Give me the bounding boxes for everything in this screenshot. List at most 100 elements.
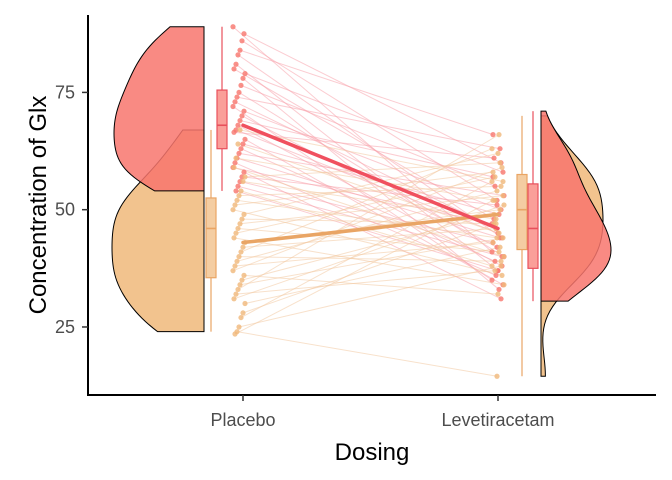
paired-line xyxy=(243,33,502,164)
data-point xyxy=(495,291,501,297)
data-point xyxy=(240,310,246,316)
paired-line xyxy=(234,242,494,267)
data-point xyxy=(489,178,495,185)
paired-line xyxy=(241,213,495,281)
data-point xyxy=(239,277,245,283)
data-point xyxy=(237,282,243,288)
data-point xyxy=(236,254,242,260)
data-point xyxy=(233,188,239,194)
paired-line xyxy=(236,331,498,377)
y-tick-label: 50 xyxy=(55,200,75,220)
data-point xyxy=(241,211,247,217)
paired-line xyxy=(243,110,502,211)
paired-line xyxy=(233,204,505,300)
box-placebo-group-b xyxy=(205,129,217,332)
data-point xyxy=(497,244,503,250)
data-point xyxy=(232,331,238,337)
raw-points xyxy=(230,24,507,379)
box-body xyxy=(205,197,217,279)
paired-line xyxy=(237,124,503,267)
data-point xyxy=(242,174,248,180)
data-point xyxy=(489,263,495,269)
data-point xyxy=(242,136,248,142)
data-point xyxy=(496,132,502,138)
paired-line xyxy=(236,96,501,150)
paired-line xyxy=(239,129,504,183)
data-point xyxy=(498,296,504,302)
data-point xyxy=(235,122,241,128)
data-point xyxy=(233,291,239,297)
box-body xyxy=(216,89,228,150)
data-point xyxy=(492,268,498,274)
data-point xyxy=(231,235,237,241)
paired-line xyxy=(238,265,502,328)
data-point xyxy=(235,286,241,293)
data-point xyxy=(239,113,245,119)
paired-line xyxy=(235,63,499,272)
paired-line xyxy=(238,256,502,262)
data-point xyxy=(239,216,245,222)
data-point xyxy=(236,150,242,156)
data-point xyxy=(231,66,237,72)
paired-line xyxy=(237,227,500,253)
data-point xyxy=(490,239,496,246)
paired-line xyxy=(233,131,495,159)
paired-line xyxy=(242,227,497,248)
paired-line xyxy=(233,68,495,220)
data-point xyxy=(236,89,242,96)
data-point xyxy=(493,272,499,278)
density-clouds xyxy=(111,26,612,377)
data-point xyxy=(234,197,240,203)
paired-line xyxy=(232,167,503,272)
data-point xyxy=(489,146,495,152)
data-point xyxy=(492,258,498,264)
data-point xyxy=(237,117,243,124)
paired-line xyxy=(242,143,500,215)
paired-line xyxy=(242,223,497,314)
data-point xyxy=(490,169,496,175)
paired-line xyxy=(239,181,494,244)
box-placebo-group-a xyxy=(216,26,228,191)
data-point xyxy=(239,38,245,44)
paired-line xyxy=(235,157,496,201)
data-point xyxy=(498,183,504,189)
box-levetiracetam-group-b xyxy=(516,115,528,377)
data-point xyxy=(237,221,243,227)
data-point xyxy=(230,103,236,110)
data-point xyxy=(501,254,507,260)
data-point xyxy=(497,207,503,213)
paired-lines xyxy=(232,26,505,377)
data-point xyxy=(498,258,504,264)
data-point xyxy=(236,193,242,199)
data-point xyxy=(500,235,506,241)
data-point xyxy=(495,150,501,156)
data-point xyxy=(494,235,500,241)
data-point xyxy=(498,263,504,269)
paired-line xyxy=(238,152,505,197)
paired-line xyxy=(244,162,501,178)
x-tick-label: Placebo xyxy=(210,410,275,430)
paired-line xyxy=(240,181,493,319)
data-point xyxy=(231,296,237,302)
cloud-levetiracetam-group-a xyxy=(540,110,612,302)
paired-line xyxy=(244,73,504,173)
box-body xyxy=(527,183,539,269)
paired-line xyxy=(239,49,494,136)
data-point xyxy=(499,164,505,171)
data-point xyxy=(237,47,243,53)
data-point xyxy=(489,277,495,283)
data-point xyxy=(500,193,506,199)
box-body xyxy=(516,173,528,251)
data-point xyxy=(235,141,241,147)
paired-line xyxy=(234,171,494,206)
data-point xyxy=(232,202,238,208)
data-point xyxy=(489,249,495,255)
data-point xyxy=(238,314,244,321)
data-point xyxy=(490,197,496,203)
data-point xyxy=(501,282,507,288)
paired-line xyxy=(240,148,496,262)
data-point xyxy=(491,155,497,161)
data-point xyxy=(240,244,246,250)
data-point xyxy=(242,300,248,307)
